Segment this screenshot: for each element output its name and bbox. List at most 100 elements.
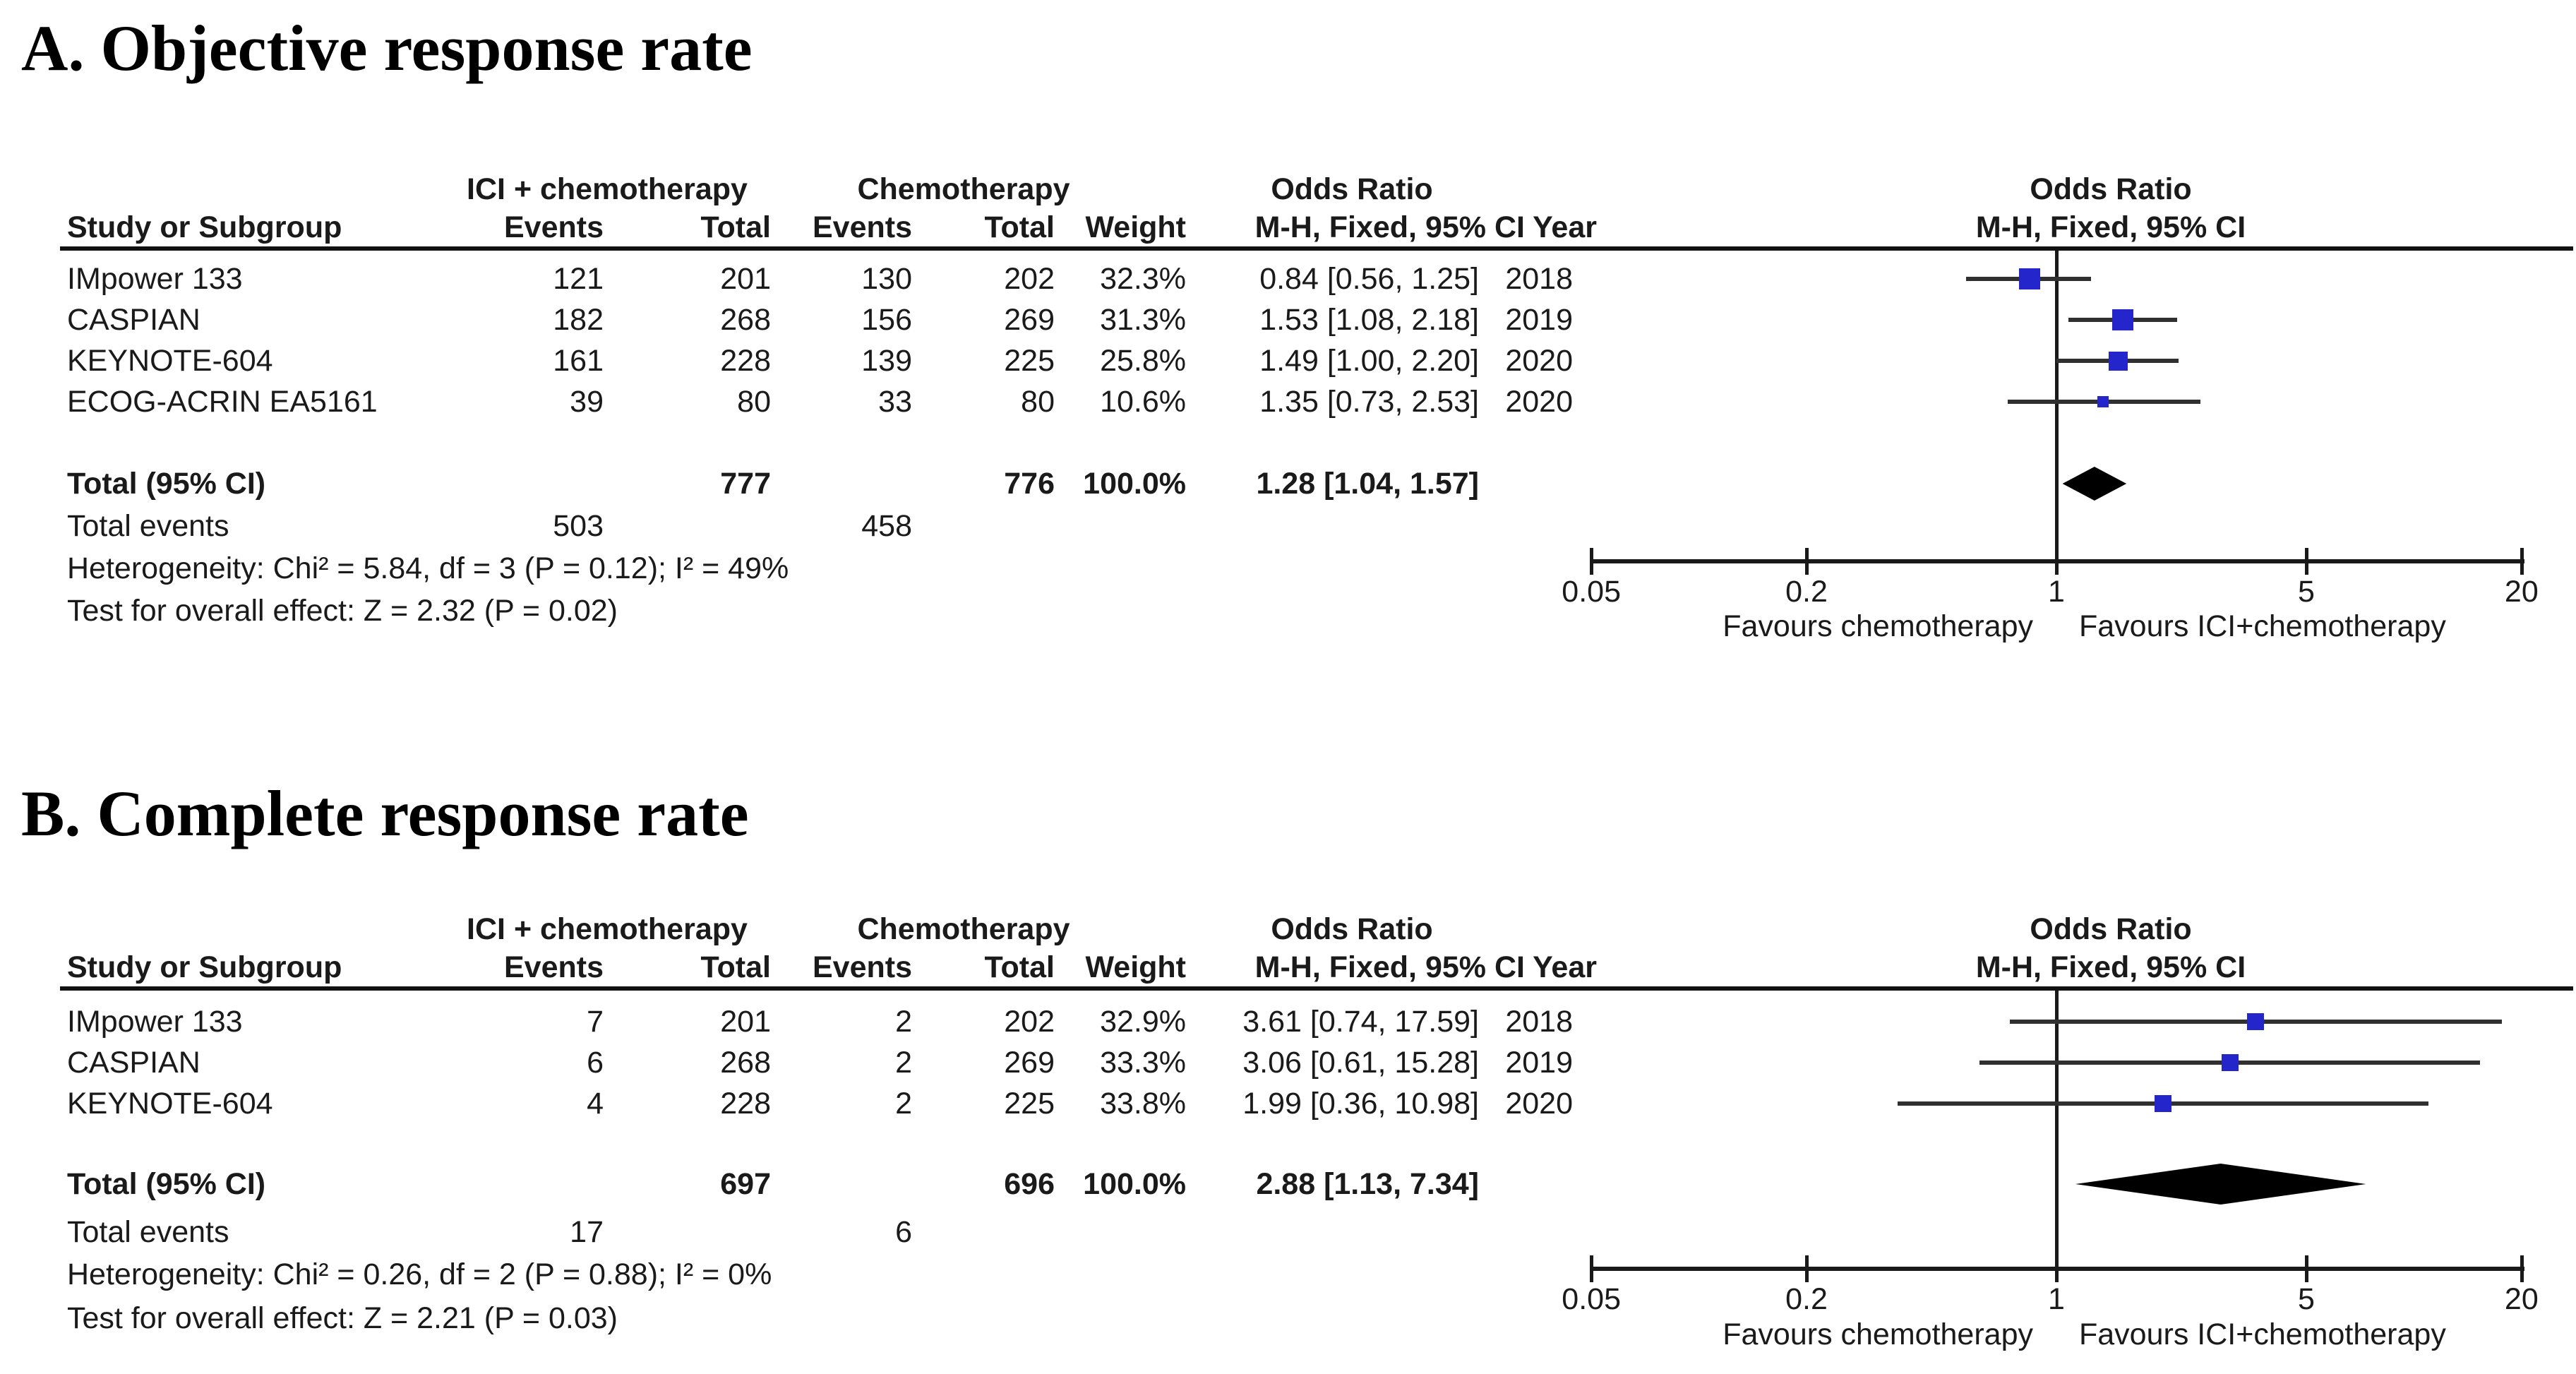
or-ci-cell: 0.84 [0.56, 1.25] <box>1259 262 1479 296</box>
year-cell: 2018 <box>1505 1005 1573 1039</box>
events1-cell: 161 <box>553 344 604 378</box>
events2-cell: 139 <box>861 344 912 378</box>
study-header: Study or Subgroup <box>67 210 342 244</box>
weight-cell: 25.8% <box>1100 344 1186 378</box>
weight-cell: 33.8% <box>1100 1087 1186 1121</box>
total1-cell: 80 <box>737 385 771 419</box>
favours-right-label: Favours ICI+chemotherapy <box>2079 609 2446 643</box>
or-ci-cell: 3.61 [0.74, 17.59] <box>1242 1005 1479 1039</box>
weight-cell: 10.6% <box>1100 385 1186 419</box>
or-column-header: Odds Ratio <box>1271 912 1433 946</box>
events1-cell: 6 <box>587 1046 604 1080</box>
total2-cell: 269 <box>1004 303 1055 337</box>
weight-cell: 33.3% <box>1100 1046 1186 1080</box>
total-events-label: Total events <box>67 1215 229 1249</box>
total2-cell: 202 <box>1004 262 1055 296</box>
weight-cell: 32.9% <box>1100 1005 1186 1039</box>
axis-tick <box>2304 1255 2308 1282</box>
pooled-or-ci-value: 2.88 [1.13, 7.34] <box>1256 1167 1479 1201</box>
events1-cell: 39 <box>570 385 604 419</box>
events2-cell: 2 <box>895 1005 912 1039</box>
total-events2-value: 6 <box>895 1215 912 1249</box>
total-weight-value: 100.0% <box>1083 467 1186 501</box>
total2-value: 776 <box>1004 467 1055 501</box>
study-name-cell: IMpower 133 <box>67 1005 243 1039</box>
year-cell: 2019 <box>1505 1046 1573 1080</box>
total2-header: Total <box>984 210 1055 244</box>
events1-cell: 7 <box>587 1005 604 1039</box>
group1-header: ICI + chemotherapy <box>467 912 748 946</box>
events1-cell: 182 <box>553 303 604 337</box>
total1-cell: 228 <box>720 344 771 378</box>
total1-value: 697 <box>720 1167 771 1201</box>
events2-cell: 156 <box>861 303 912 337</box>
total-label: Total (95% CI) <box>67 1167 266 1201</box>
total1-cell: 201 <box>720 1005 771 1039</box>
events1-cell: 4 <box>587 1087 604 1121</box>
overall-effect-text: Test for overall effect: Z = 2.21 (P = 0… <box>67 1301 618 1335</box>
favours-left-label: Favours chemotherapy <box>1723 1318 2033 1351</box>
effect-size-square <box>2018 268 2040 289</box>
total1-header: Total <box>700 210 771 244</box>
total2-header: Total <box>984 950 1055 984</box>
axis-tick-label: 1 <box>2048 1282 2065 1316</box>
mh-ci-year-header: M-H, Fixed, 95% CI Year <box>1254 950 1597 984</box>
favours-left-label: Favours chemotherapy <box>1723 609 2033 643</box>
total1-header: Total <box>700 950 771 984</box>
header-rule <box>60 986 2573 991</box>
axis-tick <box>2520 1255 2524 1282</box>
total2-cell: 202 <box>1004 1005 1055 1039</box>
year-cell: 2020 <box>1505 1087 1573 1121</box>
weight-header: Weight <box>1085 950 1186 984</box>
or-ci-cell: 1.35 [0.73, 2.53] <box>1259 385 1479 419</box>
events2-cell: 33 <box>878 385 912 419</box>
pooled-diamond <box>2075 1164 2366 1205</box>
total-label: Total (95% CI) <box>67 467 266 501</box>
total2-cell: 269 <box>1004 1046 1055 1080</box>
study-name-cell: ECOG-ACRIN EA5161 <box>67 385 378 419</box>
events2-cell: 2 <box>895 1087 912 1121</box>
group1-header: ICI + chemotherapy <box>467 172 748 206</box>
total-events2-value: 458 <box>861 509 912 543</box>
axis-tick-label: 5 <box>2297 1282 2315 1316</box>
total-events-label: Total events <box>67 509 229 543</box>
axis-tick <box>2055 548 2059 575</box>
group2-header: Chemotherapy <box>857 172 1070 206</box>
or-ci-cell: 3.06 [0.61, 15.28] <box>1242 1046 1479 1080</box>
no-effect-line <box>2055 251 2059 563</box>
total1-cell: 228 <box>720 1087 771 1121</box>
axis-tick-label: 0.05 <box>1562 1282 1622 1316</box>
events1-cell: 121 <box>553 262 604 296</box>
axis-tick <box>2520 548 2524 575</box>
axis-tick-label: 0.2 <box>1785 1282 1828 1316</box>
total2-cell: 225 <box>1004 344 1055 378</box>
weight-header: Weight <box>1085 210 1186 244</box>
study-header: Study or Subgroup <box>67 950 342 984</box>
favours-right-label: Favours ICI+chemotherapy <box>2079 1318 2446 1351</box>
axis-tick-label: 0.05 <box>1562 575 1622 609</box>
year-cell: 2020 <box>1505 344 1573 378</box>
axis-tick-label: 0.2 <box>1785 575 1828 609</box>
total-weight-value: 100.0% <box>1083 1167 1186 1201</box>
study-name-cell: IMpower 133 <box>67 262 243 296</box>
panel-b-title: B. Complete response rate <box>21 777 749 849</box>
plot-or-header: Odds Ratio <box>2030 912 2192 946</box>
plot-or-header: Odds Ratio <box>2030 172 2192 206</box>
events2-cell: 2 <box>895 1046 912 1080</box>
panel-a-title: A. Objective response rate <box>21 12 753 84</box>
total2-cell: 80 <box>1021 385 1055 419</box>
axis-tick-label: 20 <box>2504 575 2539 609</box>
total1-value: 777 <box>720 467 771 501</box>
effect-size-square <box>2109 351 2128 371</box>
year-cell: 2019 <box>1505 303 1573 337</box>
heterogeneity-text: Heterogeneity: Chi² = 0.26, df = 2 (P = … <box>67 1257 772 1291</box>
axis-tick <box>1590 1255 1594 1282</box>
total-events1-value: 503 <box>553 509 604 543</box>
mh-ci-year-header: M-H, Fixed, 95% CI Year <box>1254 210 1597 244</box>
effect-size-square <box>2221 1054 2239 1071</box>
weight-cell: 32.3% <box>1100 262 1186 296</box>
or-column-header: Odds Ratio <box>1271 172 1433 206</box>
